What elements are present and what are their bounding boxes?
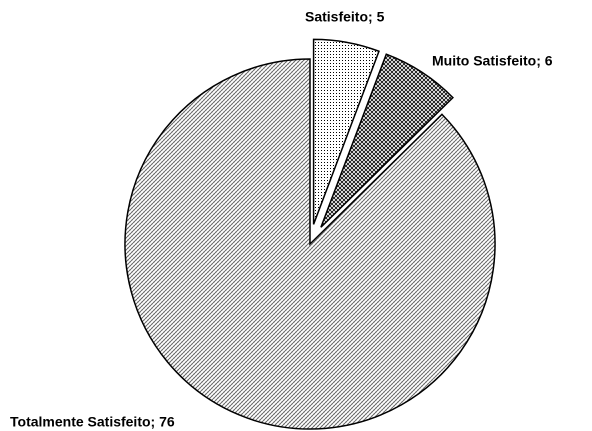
pie-slice bbox=[312, 38, 380, 225]
pie-slice bbox=[320, 53, 454, 228]
data-label: Totalmente Satisfeito; 76 bbox=[10, 414, 175, 430]
data-label: Satisfeito; 5 bbox=[305, 9, 385, 25]
pie-slice bbox=[124, 58, 496, 430]
data-label: Muito Satisfeito; 6 bbox=[432, 53, 553, 69]
